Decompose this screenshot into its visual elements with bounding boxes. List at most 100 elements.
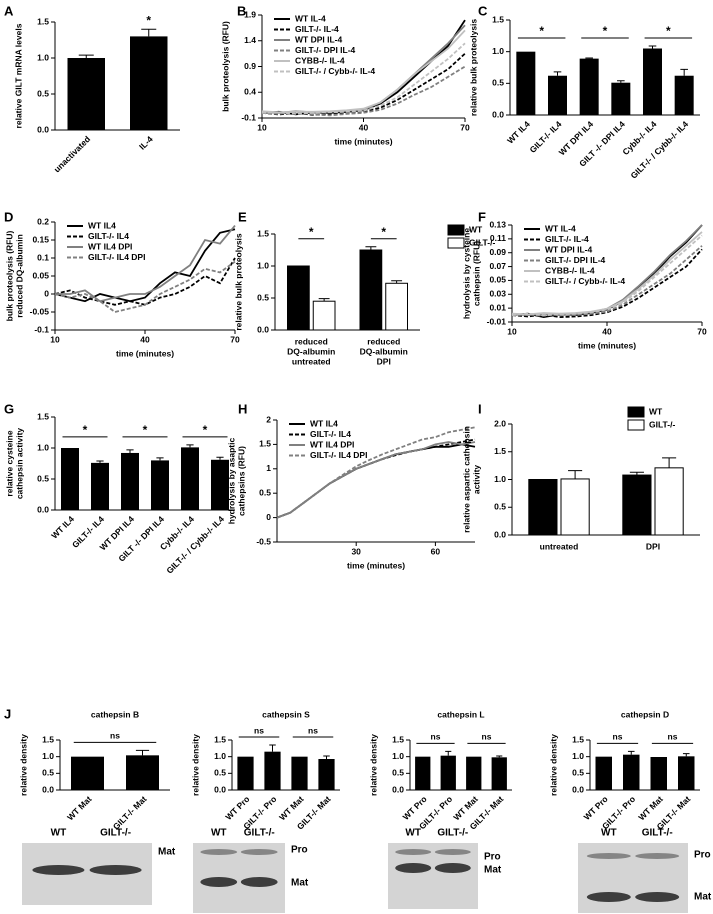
legend-label: GILT-/- IL4 DPI [310, 450, 367, 460]
y-tick-label: 0 [266, 512, 271, 522]
y-axis-label: bulk proteolysis (RFU) [4, 231, 14, 322]
y-tick-label: -0.01 [487, 316, 507, 326]
blot-band [32, 865, 85, 875]
x-tick-label: WT IL4 [505, 119, 532, 146]
x-tick-label: WT Mat [65, 794, 94, 823]
bar [678, 756, 695, 790]
y-tick-label: 0.0 [572, 784, 584, 794]
y-tick-label: 0.07 [489, 261, 506, 271]
y-axis-label: reduced DQ-albumin [14, 234, 24, 318]
y-tick-label: 1.0 [492, 46, 504, 56]
x-tick-label: WT IL4 [49, 514, 76, 541]
legend-label: GILT-/- / Cybb-/- IL-4 [545, 276, 625, 286]
bar [126, 755, 159, 790]
bar [71, 756, 104, 790]
y-tick-label: 0.09 [489, 247, 506, 257]
x-tick-label: 60 [431, 546, 441, 556]
y-tick-label: 1 [266, 463, 271, 473]
x-tick-label: 70 [460, 122, 470, 132]
x-tick-label: DPI [646, 541, 660, 551]
y-axis-label: cathepsins (RFU) [236, 446, 246, 516]
x-tick-label: DQ-albumin [360, 346, 408, 356]
y-tick-label: 0.2 [37, 216, 49, 226]
lane-label: GILT-/- [100, 828, 131, 839]
panel-label: C [478, 3, 488, 18]
bar [466, 756, 482, 790]
lane-label: GILT-/- [244, 828, 275, 839]
y-tick-label: 0.0 [492, 109, 504, 119]
y-tick-label: 0.0 [392, 784, 404, 794]
bar [415, 756, 431, 790]
blot-band [395, 863, 432, 873]
error-bar [617, 80, 625, 83]
line [261, 29, 466, 114]
blot-band [586, 853, 631, 859]
error-bar [553, 71, 562, 76]
x-tick-label: 10 [50, 334, 60, 344]
legend-label: WT DPI IL-4 [295, 34, 342, 44]
band-label: Pro [484, 852, 501, 863]
line [511, 231, 703, 316]
legend-label: WT DPI IL-4 [545, 244, 592, 254]
legend-label: GILT-/- IL4 DPI [88, 252, 145, 262]
x-tick-label: 40 [140, 334, 150, 344]
y-tick-label: 0.5 [492, 78, 504, 88]
error-bar [496, 755, 503, 758]
band-label: Pro [291, 845, 308, 856]
error-bar [323, 755, 330, 759]
blot [578, 843, 688, 913]
significance: ns [668, 732, 678, 742]
blot-band [586, 892, 631, 902]
blot-band [434, 849, 471, 855]
bar [359, 249, 383, 331]
bar [291, 756, 308, 790]
x-tick-label: unactivated [52, 134, 92, 174]
y-tick-label: 0.0 [37, 504, 49, 514]
legend-label: GILT-/- [469, 237, 495, 247]
legend-label: GILT-/- IL-4 [295, 24, 339, 34]
y-tick-label: 1.5 [494, 446, 506, 456]
y-tick-label: 0.0 [494, 529, 506, 539]
bar [548, 75, 567, 115]
band-label: Mat [484, 865, 502, 876]
significance: * [539, 24, 544, 38]
y-tick-label: 0.03 [489, 289, 506, 299]
y-axis-label: relative density [18, 734, 28, 796]
legend-label: WT IL-4 [295, 13, 326, 23]
y-axis-label: hydrolysis by cysteine [461, 228, 471, 319]
y-tick-label: 1.0 [37, 52, 49, 62]
chart-title: cathepsin B [91, 709, 139, 719]
bar [151, 460, 169, 510]
y-tick-label: 0.5 [37, 88, 49, 98]
x-tick-label: 70 [697, 326, 707, 336]
bar [674, 75, 694, 115]
legend-label: GILT-/- IL4 [310, 429, 351, 439]
bar [67, 58, 105, 130]
blot-band [434, 863, 471, 873]
x-tick-label: IL-4 [137, 134, 155, 152]
y-tick-label: 0.5 [257, 292, 269, 302]
y-axis-label: bulk proteolysis (RFU) [220, 21, 230, 112]
x-tick-label: 70 [230, 334, 240, 344]
error-bar [135, 749, 150, 756]
y-tick-label: 1.9 [244, 9, 256, 19]
legend-label: GILT-/- IL4 [88, 231, 129, 241]
line [54, 260, 236, 313]
y-tick-label: -0.05 [30, 306, 50, 316]
y-tick-label: 0.0 [257, 324, 269, 334]
significance: * [666, 24, 671, 38]
significance: ns [308, 725, 318, 735]
band-label: Mat [158, 847, 176, 858]
panel-label: J [4, 706, 11, 721]
y-tick-label: 1.4 [244, 35, 256, 45]
y-tick-label: 0.5 [259, 487, 271, 497]
bar [121, 452, 139, 510]
y-tick-label: 0.5 [37, 473, 49, 483]
x-tick-label: 10 [257, 122, 267, 132]
y-tick-label: 1.0 [37, 442, 49, 452]
error-bar [216, 456, 224, 460]
bar [611, 82, 631, 115]
lane-label: WT [405, 828, 421, 839]
band-label: Mat [694, 892, 712, 903]
significance: * [309, 225, 314, 239]
